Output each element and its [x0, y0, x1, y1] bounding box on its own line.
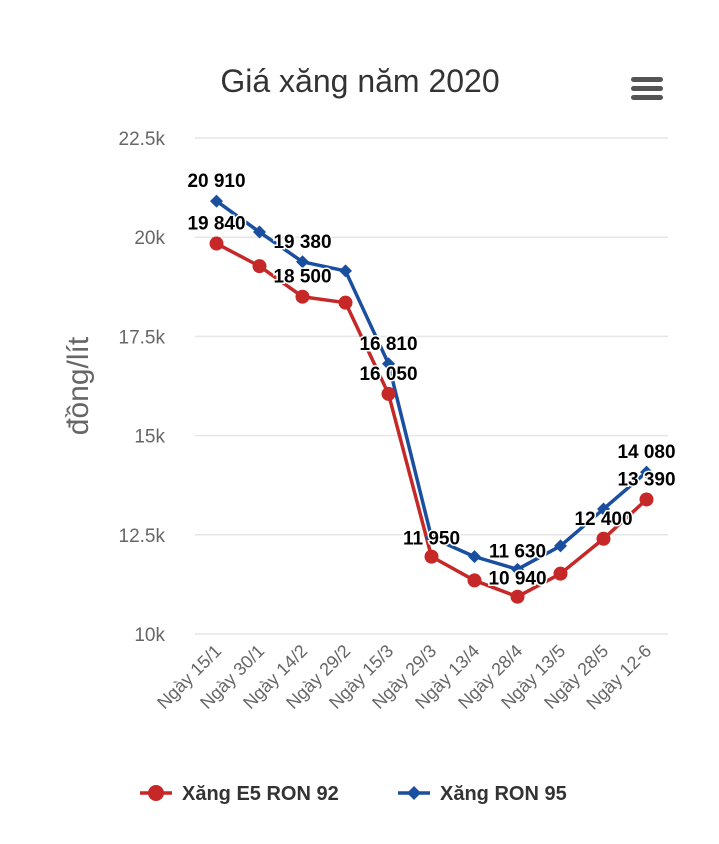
data-label: 19 380	[273, 232, 331, 253]
data-label: 16 050	[359, 364, 417, 385]
data-label: 19 840	[187, 214, 245, 235]
y-axis-label: đồng/lít	[62, 336, 95, 435]
data-point[interactable]	[510, 589, 525, 604]
data-point[interactable]	[209, 236, 224, 251]
data-label: 11 630	[489, 541, 546, 562]
data-point[interactable]	[210, 194, 223, 208]
data-point[interactable]	[338, 295, 353, 310]
data-point[interactable]	[253, 225, 266, 239]
data-label: 12 400	[574, 509, 632, 530]
data-point[interactable]	[640, 465, 653, 479]
data-label: 18 500	[273, 267, 331, 288]
data-point[interactable]	[382, 357, 395, 371]
y-tick-label: 22.5k	[119, 129, 166, 150]
y-tick-label: 12.5k	[119, 526, 166, 547]
data-point[interactable]	[296, 255, 309, 269]
data-point[interactable]	[252, 259, 267, 274]
y-tick-label: 20k	[134, 228, 165, 249]
data-labels: 19 840 18 500 16 050 11 950 10 940 12 400 13 3…	[186, 170, 677, 592]
data-label: 11 950	[403, 529, 460, 550]
data-point[interactable]	[381, 386, 396, 401]
legend-item[interactable]: Xăng RON 95	[398, 783, 567, 805]
y-axis-ticks: 10k 12.5k 15k 17.5k 20k 22.5k	[119, 129, 166, 646]
legend-marker	[407, 786, 421, 800]
y-tick-label: 17.5k	[119, 327, 166, 348]
grid-lines	[195, 137, 668, 635]
data-point[interactable]	[639, 492, 654, 507]
data-point[interactable]	[425, 531, 438, 545]
data-point[interactable]	[597, 502, 610, 516]
data-point[interactable]	[554, 539, 567, 553]
legend-marker	[148, 785, 164, 801]
legend-label: Xăng E5 RON 92	[182, 783, 339, 805]
y-tick-label: 10k	[134, 625, 165, 646]
data-label: 16 810	[359, 334, 417, 355]
data-label: 14 080	[617, 442, 675, 463]
data-label: 13 390	[617, 469, 675, 490]
series-lines	[209, 194, 654, 604]
data-point[interactable]	[596, 531, 611, 546]
chart-title: Giá xăng năm 2020	[220, 63, 499, 99]
data-point[interactable]	[553, 566, 568, 581]
data-label: 10 940	[488, 569, 546, 590]
data-point[interactable]	[511, 562, 524, 576]
legend[interactable]: Xăng E5 RON 92 Xăng RON 95	[140, 783, 567, 805]
legend-item[interactable]: Xăng E5 RON 92	[140, 783, 339, 805]
y-tick-label: 15k	[134, 427, 165, 448]
data-point[interactable]	[339, 264, 352, 278]
hamburger-menu-icon[interactable]	[628, 72, 666, 106]
data-point[interactable]	[295, 289, 310, 304]
data-point[interactable]	[467, 573, 482, 588]
data-point[interactable]	[468, 550, 481, 564]
data-point[interactable]	[424, 549, 439, 564]
data-label: 20 910	[187, 171, 245, 192]
legend-label: Xăng RON 95	[440, 783, 567, 805]
